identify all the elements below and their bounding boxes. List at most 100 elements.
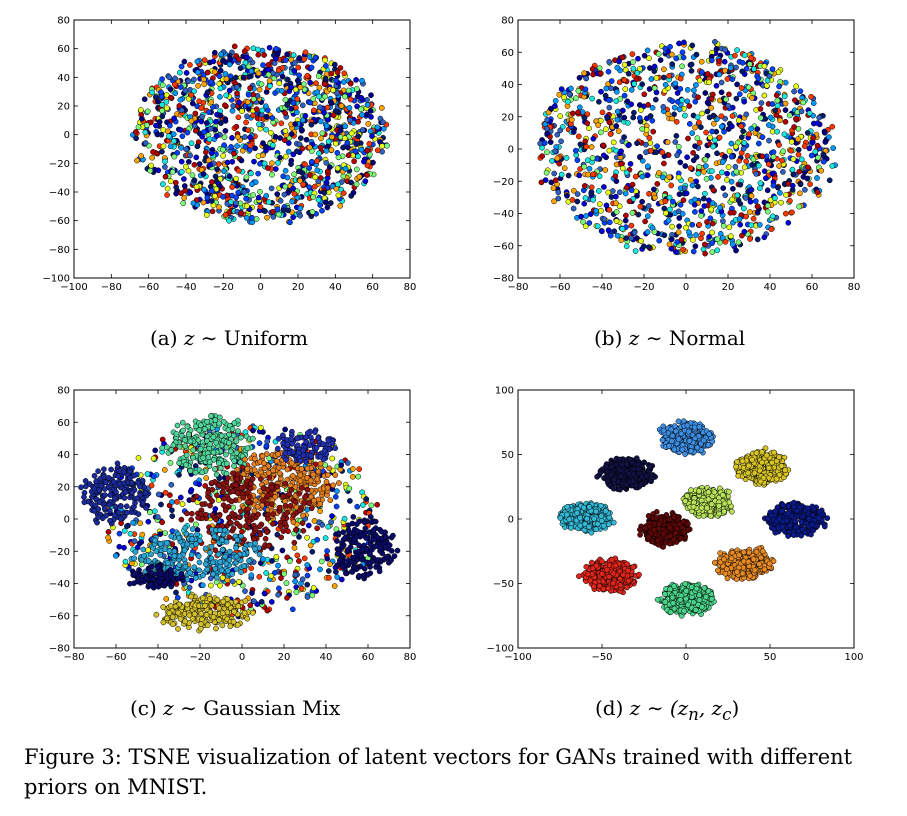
scatter-point [716,58,722,64]
scatter-point [367,513,374,520]
scatter-point [279,73,286,80]
y-tick-label: −100 [43,274,70,285]
scatter-point [265,71,272,78]
scatter-point [135,455,142,461]
scatter-point [167,178,174,185]
scatter-point [107,517,113,524]
scatter-point [304,594,311,600]
scatter-point [762,175,769,182]
scatter-point [106,502,113,508]
scatter-point [704,71,711,77]
scatter-point [554,155,561,162]
scatter-point [680,54,687,61]
scatter-point [676,40,682,47]
scatter-point [601,184,607,190]
scatter-point [240,494,247,501]
scatter-point [743,111,750,118]
scatter-point [260,140,266,146]
scatter-point [97,475,104,482]
scatter-point [558,138,564,145]
scatter-point [222,451,229,458]
scatter-point [305,522,312,529]
scatter-point [625,142,632,149]
scatter-point [211,68,218,75]
scatter-point [326,574,332,581]
scatter-point [289,606,296,613]
scatter-point [568,116,575,123]
scatter-point [726,224,733,231]
scatter-point [730,185,736,192]
scatter-point [275,211,282,218]
scatter-point [636,102,643,108]
scatter-point [219,546,226,553]
scatter-point [160,127,167,133]
scatter-point [235,603,242,610]
scatter-point [256,488,263,495]
scatter-point [715,174,721,180]
scatter-point [176,69,183,76]
scatter-point [679,97,685,104]
scatter-point [606,147,613,154]
scatter-point [582,86,589,93]
scatter-point [743,158,750,165]
scatter-point [374,124,381,131]
scatter-point [227,448,234,455]
scatter-point [176,103,183,109]
scatter-point [269,501,275,508]
scatter-point [613,88,620,95]
scatter-point [583,143,590,150]
y-tick-label: −80 [49,245,70,256]
scatter-point [185,431,192,438]
scatter-point [710,120,717,127]
scatter-point [242,598,249,604]
scatter-point [231,458,238,464]
scatter-point [678,236,685,243]
scatter-point [169,513,176,519]
scatter-point [324,484,331,491]
scatter-point [339,563,346,570]
scatter-point [682,163,689,169]
scatter-point [267,83,273,89]
caption-b: (b) z ∼ Normal [594,326,746,350]
scatter-point [370,536,377,543]
scatter-point [286,491,292,498]
scatter-point [300,527,307,534]
scatter-point [312,54,319,61]
scatter-point [322,57,328,63]
scatter-point [270,511,277,517]
scatter-point [297,205,304,212]
scatter-point [161,467,168,473]
scatter-point [661,160,667,167]
scatter-point [176,472,182,478]
scatter-point [607,131,614,137]
scatter-point [269,558,275,564]
scatter-point [148,551,154,558]
scatter-point [733,95,740,102]
scatter-point [588,144,595,150]
scatter-point [276,470,283,477]
scatter-point [222,128,229,134]
scatter-point [132,549,139,555]
y-tick-label: −40 [49,188,70,199]
scatter-point [328,100,335,106]
scatter-point [183,146,190,153]
scatter-point [622,67,629,73]
scatter-point [606,104,613,111]
scatter-point [646,55,652,62]
scatter-point [190,454,196,461]
scatter-point [236,99,242,106]
scatter-point [208,480,215,486]
scatter-point [754,203,761,210]
scatter-point [580,219,586,225]
scatter-point [564,192,570,199]
y-tick-label: 40 [57,73,70,84]
scatter-point [281,191,288,198]
scatter-point [201,186,207,193]
scatter-point [185,78,192,85]
scatter-point [574,191,581,197]
scatter-point [739,68,746,75]
scatter-point [324,472,331,478]
scatter-point [294,552,301,559]
scatter-point [163,444,170,451]
scatter-point [343,570,349,577]
